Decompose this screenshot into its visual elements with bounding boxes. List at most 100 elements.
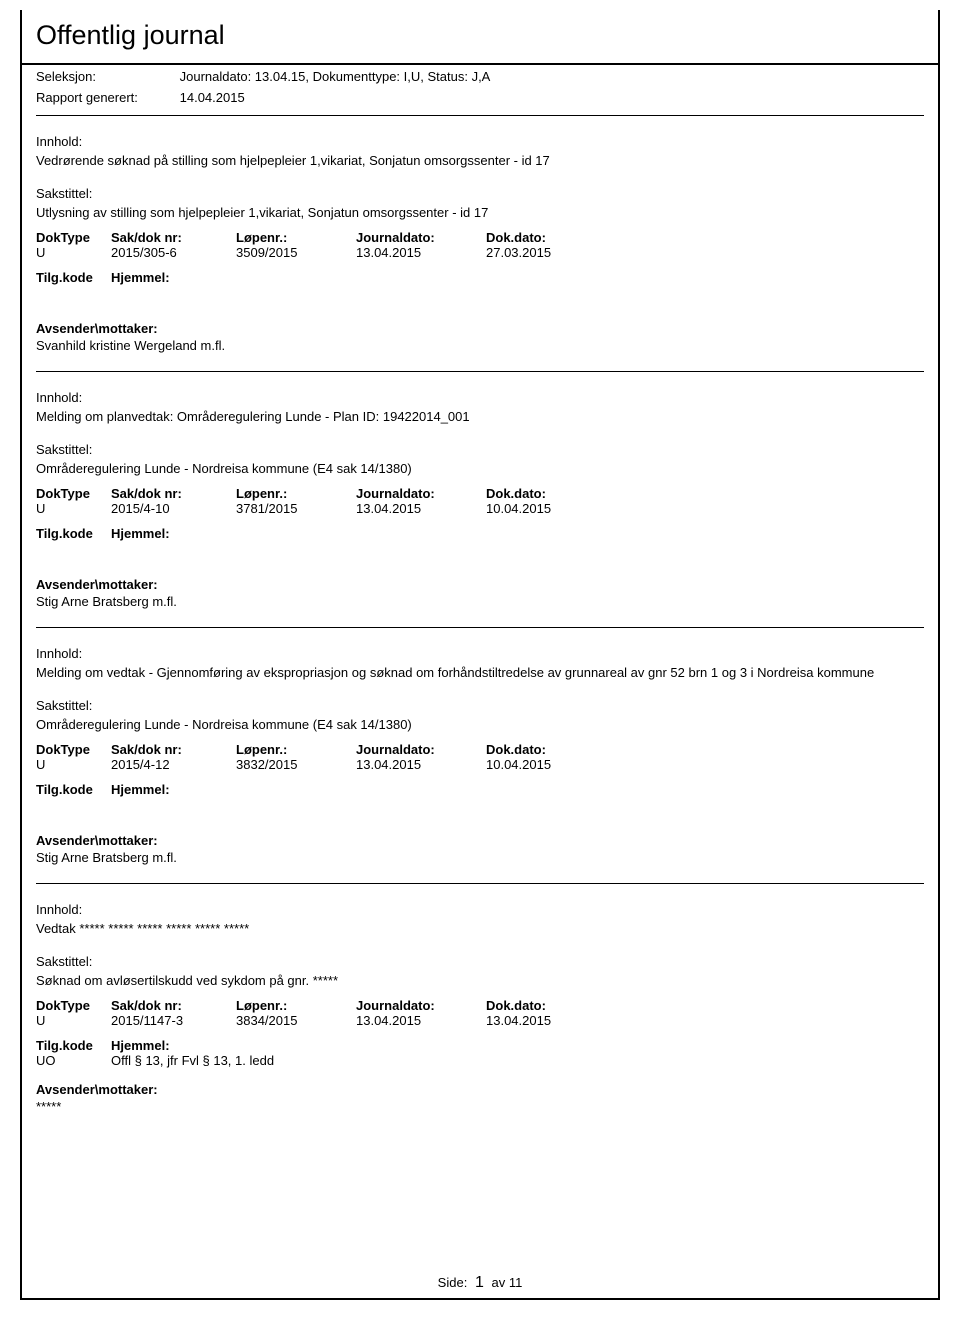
- rapport-value: 14.04.2015: [180, 90, 245, 105]
- tilg-hjemmel-row: Tilg.kode Hjemmel:: [36, 1038, 924, 1053]
- cell-doktype: U: [36, 501, 111, 516]
- innhold-text: Melding om planvedtak: Områderegulering …: [36, 409, 924, 424]
- innhold-text: Vedrørende søknad på stilling som hjelpe…: [36, 153, 924, 168]
- table-row: U 2015/4-12 3832/2015 13.04.2015 10.04.2…: [36, 757, 924, 772]
- cell-doktype: U: [36, 757, 111, 772]
- cell-sakdok: 2015/1147-3: [111, 1013, 236, 1028]
- cell-sakdok: 2015/4-10: [111, 501, 236, 516]
- tilg-hjemmel-row: Tilg.kode Hjemmel:: [36, 782, 924, 797]
- avsender-value: *****: [36, 1099, 924, 1114]
- hjemmel-label: Hjemmel:: [111, 526, 924, 541]
- cell-journaldato: 13.04.2015: [356, 501, 486, 516]
- sakstittel-label: Sakstittel:: [36, 954, 924, 969]
- avsender-label: Avsender\mottaker:: [36, 1082, 924, 1097]
- innhold-text: Melding om vedtak - Gjennomføring av eks…: [36, 665, 924, 680]
- table-row: U 2015/1147-3 3834/2015 13.04.2015 13.04…: [36, 1013, 924, 1028]
- cell-dokdato: 10.04.2015: [486, 757, 616, 772]
- hjemmel-label: Hjemmel:: [111, 1038, 924, 1053]
- sakstittel-label: Sakstittel:: [36, 698, 924, 713]
- col-lopenr: Løpenr.:: [236, 486, 356, 501]
- page-title: Offentlig journal: [36, 20, 924, 51]
- table-row: U 2015/305-6 3509/2015 13.04.2015 27.03.…: [36, 245, 924, 260]
- avsender-label: Avsender\mottaker:: [36, 833, 924, 848]
- journal-entry: Innhold: Vedtak ***** ***** ***** ***** …: [22, 884, 938, 1114]
- table-header: DokType Sak/dok nr: Løpenr.: Journaldato…: [36, 742, 924, 757]
- col-sakdok: Sak/dok nr:: [111, 742, 236, 757]
- journal-entry: Innhold: Melding om vedtak - Gjennomføri…: [22, 628, 938, 884]
- col-doktype: DokType: [36, 998, 111, 1013]
- col-lopenr: Løpenr.:: [236, 998, 356, 1013]
- col-doktype: DokType: [36, 486, 111, 501]
- col-dokdato: Dok.dato:: [486, 998, 616, 1013]
- col-lopenr: Løpenr.:: [236, 742, 356, 757]
- journal-entry: Innhold: Vedrørende søknad på stilling s…: [22, 116, 938, 372]
- hjemmel-label: Hjemmel:: [111, 270, 924, 285]
- sakstittel-text: Søknad om avløsertilskudd ved sykdom på …: [36, 973, 924, 988]
- seleksjon-value: Journaldato: 13.04.15, Dokumenttype: I,U…: [180, 69, 491, 84]
- page-frame: Offentlig journal Seleksjon: Journaldato…: [20, 10, 940, 1300]
- cell-sakdok: 2015/4-12: [111, 757, 236, 772]
- hjemmel-label: Hjemmel:: [111, 782, 924, 797]
- hjemmel-value-row: UO Offl § 13, jfr Fvl § 13, 1. ledd: [36, 1053, 924, 1068]
- total-pages: 11: [509, 1275, 523, 1290]
- page-footer: Side: 1 av 11: [22, 1274, 938, 1292]
- cell-journaldato: 13.04.2015: [356, 245, 486, 260]
- cell-journaldato: 13.04.2015: [356, 757, 486, 772]
- tilg-hjemmel-row: Tilg.kode Hjemmel:: [36, 526, 924, 541]
- col-sakdok: Sak/dok nr:: [111, 230, 236, 245]
- cell-lopenr: 3834/2015: [236, 1013, 356, 1028]
- seleksjon-row: Seleksjon: Journaldato: 13.04.15, Dokume…: [22, 65, 938, 86]
- page-number: 1: [475, 1274, 484, 1291]
- sakstittel-text: Områderegulering Lunde - Nordreisa kommu…: [36, 461, 924, 476]
- seleksjon-label: Seleksjon:: [36, 69, 176, 84]
- table-header: DokType Sak/dok nr: Løpenr.: Journaldato…: [36, 486, 924, 501]
- innhold-label: Innhold:: [36, 902, 924, 917]
- avsender-value: Stig Arne Bratsberg m.fl.: [36, 850, 924, 865]
- innhold-label: Innhold:: [36, 390, 924, 405]
- tilgkode-label: Tilg.kode: [36, 782, 111, 797]
- rapport-row: Rapport generert: 14.04.2015: [22, 86, 938, 107]
- avsender-label: Avsender\mottaker:: [36, 321, 924, 336]
- innhold-text: Vedtak ***** ***** ***** ***** ***** ***…: [36, 921, 924, 936]
- col-dokdato: Dok.dato:: [486, 486, 616, 501]
- sakstittel-label: Sakstittel:: [36, 442, 924, 457]
- col-journaldato: Journaldato:: [356, 742, 486, 757]
- hjemmel-value: Offl § 13, jfr Fvl § 13, 1. ledd: [111, 1053, 924, 1068]
- col-journaldato: Journaldato:: [356, 230, 486, 245]
- col-dokdato: Dok.dato:: [486, 230, 616, 245]
- innhold-label: Innhold:: [36, 646, 924, 661]
- entry-table: DokType Sak/dok nr: Løpenr.: Journaldato…: [36, 230, 924, 260]
- cell-journaldato: 13.04.2015: [356, 1013, 486, 1028]
- title-box: Offentlig journal: [22, 10, 938, 65]
- entry-table: DokType Sak/dok nr: Løpenr.: Journaldato…: [36, 998, 924, 1028]
- cell-lopenr: 3781/2015: [236, 501, 356, 516]
- cell-doktype: U: [36, 245, 111, 260]
- cell-doktype: U: [36, 1013, 111, 1028]
- cell-lopenr: 3509/2015: [236, 245, 356, 260]
- table-header: DokType Sak/dok nr: Løpenr.: Journaldato…: [36, 230, 924, 245]
- col-journaldato: Journaldato:: [356, 486, 486, 501]
- tilg-hjemmel-row: Tilg.kode Hjemmel:: [36, 270, 924, 285]
- cell-dokdato: 10.04.2015: [486, 501, 616, 516]
- entry-table: DokType Sak/dok nr: Løpenr.: Journaldato…: [36, 742, 924, 772]
- table-row: U 2015/4-10 3781/2015 13.04.2015 10.04.2…: [36, 501, 924, 516]
- col-sakdok: Sak/dok nr:: [111, 486, 236, 501]
- cell-dokdato: 27.03.2015: [486, 245, 616, 260]
- rapport-label: Rapport generert:: [36, 90, 176, 105]
- table-header: DokType Sak/dok nr: Løpenr.: Journaldato…: [36, 998, 924, 1013]
- col-journaldato: Journaldato:: [356, 998, 486, 1013]
- tilgkode-label: Tilg.kode: [36, 1038, 111, 1053]
- av-label: av: [491, 1275, 505, 1290]
- col-dokdato: Dok.dato:: [486, 742, 616, 757]
- entry-table: DokType Sak/dok nr: Løpenr.: Journaldato…: [36, 486, 924, 516]
- avsender-label: Avsender\mottaker:: [36, 577, 924, 592]
- col-lopenr: Løpenr.:: [236, 230, 356, 245]
- col-sakdok: Sak/dok nr:: [111, 998, 236, 1013]
- sakstittel-label: Sakstittel:: [36, 186, 924, 201]
- cell-dokdato: 13.04.2015: [486, 1013, 616, 1028]
- cell-sakdok: 2015/305-6: [111, 245, 236, 260]
- sakstittel-text: Utlysning av stilling som hjelpepleier 1…: [36, 205, 924, 220]
- col-doktype: DokType: [36, 742, 111, 757]
- tilgkode-label: Tilg.kode: [36, 526, 111, 541]
- innhold-label: Innhold:: [36, 134, 924, 149]
